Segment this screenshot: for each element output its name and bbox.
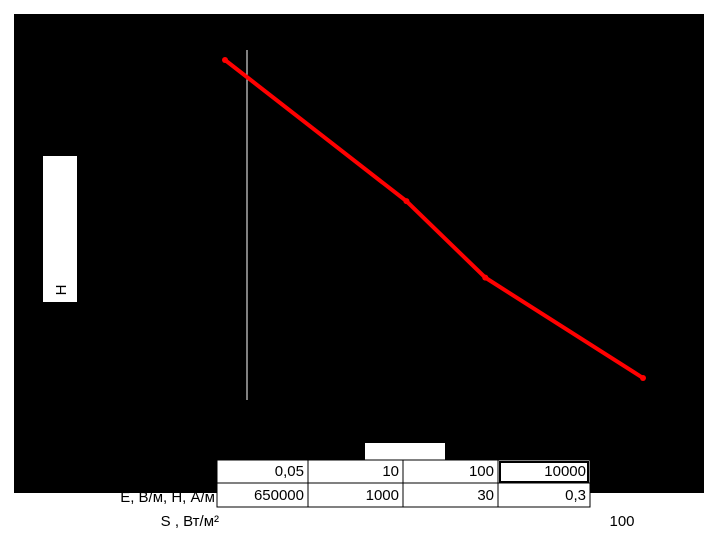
data-point [403, 198, 410, 205]
table-cell: 1000 [366, 487, 399, 504]
chart-background [14, 14, 704, 493]
label-box [365, 443, 445, 460]
row-label: E, В/м, Н, А/м [120, 489, 215, 506]
annotation: 100 [609, 513, 634, 530]
table-cell: 10 [382, 463, 399, 480]
table-cell: 0,05 [275, 463, 304, 480]
table-cell: 100 [469, 463, 494, 480]
data-line [223, 58, 645, 380]
row-label: S , Вт/м² [161, 513, 219, 530]
table-cell: 650000 [254, 487, 304, 504]
table-cell: 10000 [544, 463, 586, 480]
table-cell: 30 [477, 487, 494, 504]
data-point [222, 57, 228, 63]
label-box [43, 156, 77, 302]
data-point [640, 375, 646, 381]
y-axis-label: Н [53, 285, 70, 296]
data-point [482, 274, 489, 281]
selected-cell [499, 461, 589, 483]
table-cell: 0,3 [565, 487, 586, 504]
